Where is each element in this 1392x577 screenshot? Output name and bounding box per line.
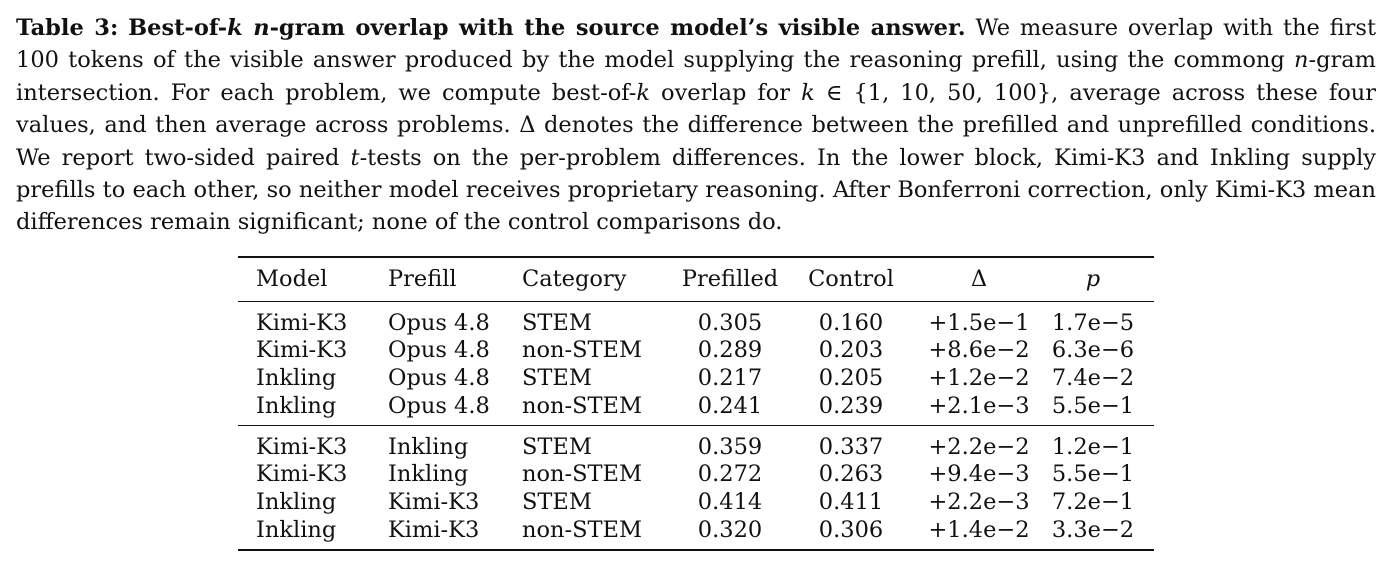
cell-control: 0.205 (818, 365, 884, 392)
caption-mid: overlap for (661, 79, 791, 106)
cell-prefill: Kimi-K3 (388, 489, 480, 516)
cell-category: non-STEM (522, 392, 643, 419)
cell-delta: +8.6e−2 (928, 336, 1030, 363)
cell-prefill: Inkling (388, 460, 469, 487)
caption-sentence-1: We measure overlap with the first 100 to… (16, 15, 1376, 74)
header-control: Control (808, 266, 894, 293)
cell-prefill: Opus 4.8 (388, 392, 490, 419)
cell-category: STEM (522, 433, 592, 460)
cell-model: Inkling (256, 489, 337, 516)
cell-control: 0.337 (818, 433, 884, 460)
table-row: Kimi-K3 Opus 4.8 STEM 0.305 0.160 +1.5e−… (238, 301, 1154, 336)
table-row: Inkling Kimi-K3 non-STEM 0.320 0.306 +1.… (238, 517, 1154, 550)
cell-model: Inkling (256, 392, 337, 419)
cell-prefilled: 0.272 (697, 460, 763, 487)
cell-delta: +9.4e−3 (928, 460, 1030, 487)
caption-title-n: n (253, 15, 270, 41)
cell-delta: +2.1e−3 (928, 392, 1030, 419)
caption-label: Table 3: (16, 15, 119, 41)
cell-prefill: Opus 4.8 (388, 336, 490, 363)
cell-p: 1.7e−5 (1051, 309, 1135, 336)
table-row: Inkling Opus 4.8 STEM 0.217 0.205 +1.2e−… (238, 364, 1154, 393)
table-row: Inkling Kimi-K3 STEM 0.414 0.411 +2.2e−3… (238, 488, 1154, 517)
header-category: Category (522, 266, 627, 293)
header-model: Model (256, 266, 328, 293)
cell-prefilled: 0.217 (697, 365, 763, 392)
header-prefilled: Prefilled (681, 266, 779, 293)
caption-title: Best-of-k n-gram overlap with the source… (128, 15, 965, 41)
cell-prefilled: 0.305 (697, 309, 763, 336)
cell-model: Kimi-K3 (256, 460, 348, 487)
cell-prefill: Inkling (388, 433, 469, 460)
cell-category: non-STEM (522, 516, 643, 543)
cell-delta: +1.2e−2 (928, 365, 1030, 392)
cell-model: Kimi-K3 (256, 433, 348, 460)
caption-title-k: k (227, 15, 243, 41)
cell-prefill: Opus 4.8 (388, 309, 490, 336)
cell-category: STEM (522, 309, 592, 336)
cell-prefilled: 0.320 (697, 516, 763, 543)
cell-category: non-STEM (522, 336, 643, 363)
caption-title-pre: Best-of- (128, 15, 228, 41)
header-delta: Δ (970, 266, 988, 293)
cell-delta: +1.5e−1 (928, 309, 1030, 336)
caption-set: ∈ {1, 10, 50, 100}, (825, 79, 1059, 106)
table-row: Kimi-K3 Opus 4.8 non-STEM 0.289 0.203 +8… (238, 336, 1154, 365)
cell-p: 7.2e−1 (1051, 489, 1135, 516)
cell-prefill: Opus 4.8 (388, 365, 490, 392)
caption-sentence-2-end: average across these four values, and th… (16, 79, 1377, 139)
table-header: Model Prefill Category Prefilled Control… (238, 257, 1154, 301)
results-table: Model Prefill Category Prefilled Control… (238, 256, 1154, 551)
cell-control: 0.306 (818, 516, 884, 543)
cell-p: 7.4e−2 (1051, 365, 1135, 392)
cell-prefilled: 0.289 (697, 336, 763, 363)
table-caption: Table 3: Best-of-k n-gram overlap with t… (16, 12, 1376, 239)
caption-title-post: -gram overlap with the source model’s vi… (269, 15, 966, 41)
cell-category: STEM (522, 489, 592, 516)
cell-prefilled: 0.359 (697, 433, 763, 460)
caption-sentence-1-end: -gram intersection. For each problem, we… (16, 47, 1376, 106)
cell-model: Inkling (256, 516, 337, 543)
caption-k1: k (636, 79, 651, 106)
caption-sentence-3-end: -tests on the per-problem differences. I… (16, 144, 1376, 236)
cell-control: 0.239 (818, 392, 884, 419)
cell-delta: +1.4e−2 (928, 516, 1030, 543)
caption-k2: k (801, 79, 815, 106)
cell-model: Kimi-K3 (256, 336, 348, 363)
caption-n: n (1293, 47, 1309, 74)
cell-control: 0.263 (818, 460, 884, 487)
header-p: p (1085, 266, 1101, 293)
cell-category: non-STEM (522, 460, 643, 487)
header-prefill: Prefill (388, 266, 457, 293)
table-row: Kimi-K3 Inkling non-STEM 0.272 0.263 +9.… (238, 460, 1154, 489)
results-table-container: Model Prefill Category Prefilled Control… (238, 256, 1154, 551)
table-block-cross-prefill: Kimi-K3 Inkling STEM 0.359 0.337 +2.2e−2… (238, 425, 1154, 550)
caption-t: t (350, 144, 360, 171)
cell-control: 0.203 (818, 336, 884, 363)
cell-control: 0.160 (818, 309, 884, 336)
cell-p: 5.5e−1 (1051, 392, 1135, 419)
cell-prefilled: 0.241 (697, 392, 763, 419)
cell-prefill: Kimi-K3 (388, 516, 480, 543)
cell-model: Kimi-K3 (256, 309, 348, 336)
header-row: Model Prefill Category Prefilled Control… (238, 257, 1154, 301)
caption-sentence-3: Δ denotes the difference between the pre… (16, 112, 1376, 171)
cell-control: 0.411 (818, 489, 884, 516)
table-block-proprietary-prefill: Kimi-K3 Opus 4.8 STEM 0.305 0.160 +1.5e−… (238, 301, 1154, 425)
cell-model: Inkling (256, 365, 337, 392)
cell-p: 5.5e−1 (1051, 460, 1135, 487)
cell-p: 1.2e−1 (1051, 433, 1135, 460)
cell-delta: +2.2e−3 (928, 489, 1030, 516)
cell-p: 3.3e−2 (1051, 516, 1135, 543)
cell-category: STEM (522, 365, 592, 392)
table-row: Kimi-K3 Inkling STEM 0.359 0.337 +2.2e−2… (238, 425, 1154, 460)
table-row: Inkling Opus 4.8 non-STEM 0.241 0.239 +2… (238, 393, 1154, 426)
cell-delta: +2.2e−2 (928, 433, 1030, 460)
cell-prefilled: 0.414 (697, 489, 763, 516)
cell-p: 6.3e−6 (1051, 336, 1135, 363)
